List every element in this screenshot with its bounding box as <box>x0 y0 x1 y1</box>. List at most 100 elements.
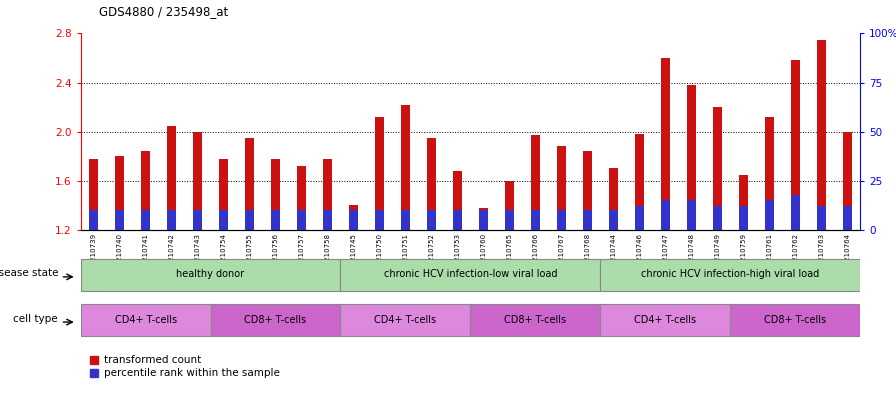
Bar <box>764 117 774 230</box>
Bar <box>504 181 514 230</box>
Bar <box>452 210 462 230</box>
FancyBboxPatch shape <box>600 259 860 291</box>
Bar <box>790 61 800 230</box>
Text: GSM1210768: GSM1210768 <box>584 233 590 280</box>
Bar <box>167 210 177 230</box>
Bar <box>530 135 540 230</box>
FancyBboxPatch shape <box>81 304 211 336</box>
Text: GSM1210757: GSM1210757 <box>298 233 305 280</box>
Bar <box>790 195 800 230</box>
Bar <box>115 156 125 230</box>
Bar <box>297 210 306 230</box>
Text: GSM1210750: GSM1210750 <box>376 233 383 280</box>
Bar <box>115 210 125 230</box>
Bar <box>556 146 566 230</box>
Bar <box>349 210 358 230</box>
Text: GSM1210751: GSM1210751 <box>402 233 409 280</box>
Bar <box>712 107 722 230</box>
Bar <box>167 125 177 230</box>
Bar <box>478 210 488 230</box>
Bar <box>634 134 644 230</box>
Text: GSM1210758: GSM1210758 <box>324 233 331 280</box>
Bar <box>141 210 151 230</box>
Text: GSM1210763: GSM1210763 <box>818 233 824 280</box>
Bar <box>738 174 748 230</box>
Text: GSM1210752: GSM1210752 <box>428 233 435 280</box>
Text: GSM1210755: GSM1210755 <box>246 233 253 280</box>
Bar <box>608 169 618 230</box>
Text: GSM1210766: GSM1210766 <box>532 233 538 280</box>
Bar <box>219 159 228 230</box>
Bar <box>323 159 332 230</box>
Text: GSM1210740: GSM1210740 <box>116 233 123 280</box>
Text: GSM1210764: GSM1210764 <box>844 233 850 280</box>
Text: GSM1210761: GSM1210761 <box>766 233 772 280</box>
Bar <box>686 200 696 230</box>
Text: GSM1210747: GSM1210747 <box>662 233 668 280</box>
Bar <box>141 151 151 230</box>
Bar <box>608 210 618 230</box>
Bar <box>401 105 410 230</box>
Text: CD4+ T-cells: CD4+ T-cells <box>115 314 177 325</box>
Bar <box>426 138 436 230</box>
FancyBboxPatch shape <box>340 304 470 336</box>
Bar <box>712 206 722 230</box>
Text: GSM1210760: GSM1210760 <box>480 233 487 280</box>
Text: GSM1210744: GSM1210744 <box>610 233 616 280</box>
Text: healthy donor: healthy donor <box>177 269 245 279</box>
Text: GSM1210754: GSM1210754 <box>220 233 227 280</box>
Bar <box>89 159 99 230</box>
Text: GSM1210746: GSM1210746 <box>636 233 642 280</box>
Bar <box>245 210 254 230</box>
Bar <box>816 206 826 230</box>
Text: GSM1210759: GSM1210759 <box>740 233 746 280</box>
Bar <box>634 206 644 230</box>
Bar <box>530 210 540 230</box>
Bar <box>349 205 358 230</box>
Bar <box>375 210 384 230</box>
Text: GSM1210739: GSM1210739 <box>90 233 97 280</box>
Bar <box>660 58 670 230</box>
FancyBboxPatch shape <box>600 304 730 336</box>
Text: disease state: disease state <box>0 268 58 278</box>
Text: GSM1210753: GSM1210753 <box>454 233 461 280</box>
Text: GSM1210762: GSM1210762 <box>792 233 798 280</box>
Bar <box>375 117 384 230</box>
Text: chronic HCV infection-high viral load: chronic HCV infection-high viral load <box>642 269 819 279</box>
Bar <box>842 206 852 230</box>
Text: CD4+ T-cells: CD4+ T-cells <box>634 314 696 325</box>
Text: CD4+ T-cells: CD4+ T-cells <box>375 314 436 325</box>
FancyBboxPatch shape <box>730 304 860 336</box>
Text: chronic HCV infection-low viral load: chronic HCV infection-low viral load <box>383 269 557 279</box>
Bar <box>816 40 826 230</box>
Bar <box>271 210 280 230</box>
Bar <box>193 210 202 230</box>
Text: GSM1210749: GSM1210749 <box>714 233 720 280</box>
Text: GSM1210745: GSM1210745 <box>350 233 357 280</box>
Bar <box>660 200 670 230</box>
Bar <box>271 159 280 230</box>
Text: GSM1210741: GSM1210741 <box>142 233 149 280</box>
Bar <box>582 151 592 230</box>
Text: GSM1210742: GSM1210742 <box>168 233 175 280</box>
Bar <box>297 166 306 230</box>
Bar <box>89 210 99 230</box>
Legend: transformed count, percentile rank within the sample: transformed count, percentile rank withi… <box>86 351 284 382</box>
Bar <box>323 210 332 230</box>
Text: CD8+ T-cells: CD8+ T-cells <box>764 314 826 325</box>
Text: cell type: cell type <box>13 314 58 323</box>
Bar <box>219 210 228 230</box>
Text: GSM1210765: GSM1210765 <box>506 233 513 280</box>
Text: GDS4880 / 235498_at: GDS4880 / 235498_at <box>99 5 228 18</box>
Bar <box>245 138 254 230</box>
FancyBboxPatch shape <box>211 304 340 336</box>
Bar <box>426 210 436 230</box>
Bar <box>452 171 462 230</box>
Bar <box>686 85 696 230</box>
Text: GSM1210756: GSM1210756 <box>272 233 279 280</box>
Bar <box>193 132 202 230</box>
Bar <box>556 210 566 230</box>
Text: GSM1210748: GSM1210748 <box>688 233 694 280</box>
FancyBboxPatch shape <box>470 304 600 336</box>
Text: GSM1210767: GSM1210767 <box>558 233 564 280</box>
